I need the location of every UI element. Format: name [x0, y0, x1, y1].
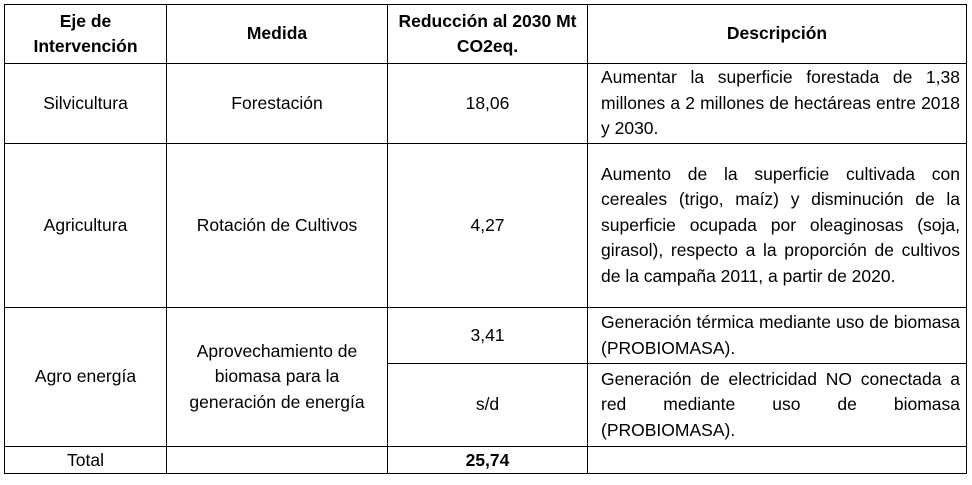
cell-reduccion: 18,06	[387, 63, 588, 144]
cell-medida: Forestación	[166, 63, 388, 144]
header-eje: Eje de Intervención	[4, 4, 167, 64]
table-row: Silvicultura Forestación 18,06 Aumentar …	[4, 63, 967, 144]
cell-medida: Rotación de Cultivos	[166, 143, 388, 308]
cell-eje: Agro energía	[4, 307, 167, 447]
total-value: 25,74	[387, 446, 588, 474]
cell-descripcion: Generación térmica mediante uso de bioma…	[587, 307, 967, 364]
cell-reduccion: s/d	[387, 363, 588, 447]
mitigation-measures-table: Eje de Intervención Medida Reducción al …	[4, 4, 967, 474]
total-empty-cell	[166, 446, 388, 474]
cell-eje: Silvicultura	[4, 63, 167, 144]
cell-descripcion: Aumento de la superficie cultivada con c…	[587, 143, 967, 308]
total-label: Total	[4, 446, 167, 474]
table-row: Agro energía Aprovechamiento de biomasa …	[4, 307, 967, 447]
header-reduccion: Reducción al 2030 Mt CO2eq.	[387, 4, 588, 64]
table-header-row: Eje de Intervención Medida Reducción al …	[4, 4, 967, 64]
cell-descripcion: Aumentar la superficie forestada de 1,38…	[587, 63, 967, 144]
total-row: Total 25,74	[4, 446, 967, 474]
table-row: Agricultura Rotación de Cultivos 4,27 Au…	[4, 143, 967, 308]
cell-reduccion: 4,27	[387, 143, 588, 308]
table-row: s/d Generación de electricidad NO conect…	[5, 363, 967, 447]
cell-eje: Agricultura	[4, 143, 167, 308]
cell-medida: Aprovechamiento de biomasa para la gener…	[166, 307, 388, 447]
cell-reduccion: 3,41	[387, 307, 588, 364]
cell-descripcion: Generación de electricidad NO conectada …	[587, 363, 967, 447]
header-descripcion: Descripción	[587, 4, 967, 64]
total-empty-cell	[587, 446, 967, 474]
header-medida: Medida	[166, 4, 388, 64]
